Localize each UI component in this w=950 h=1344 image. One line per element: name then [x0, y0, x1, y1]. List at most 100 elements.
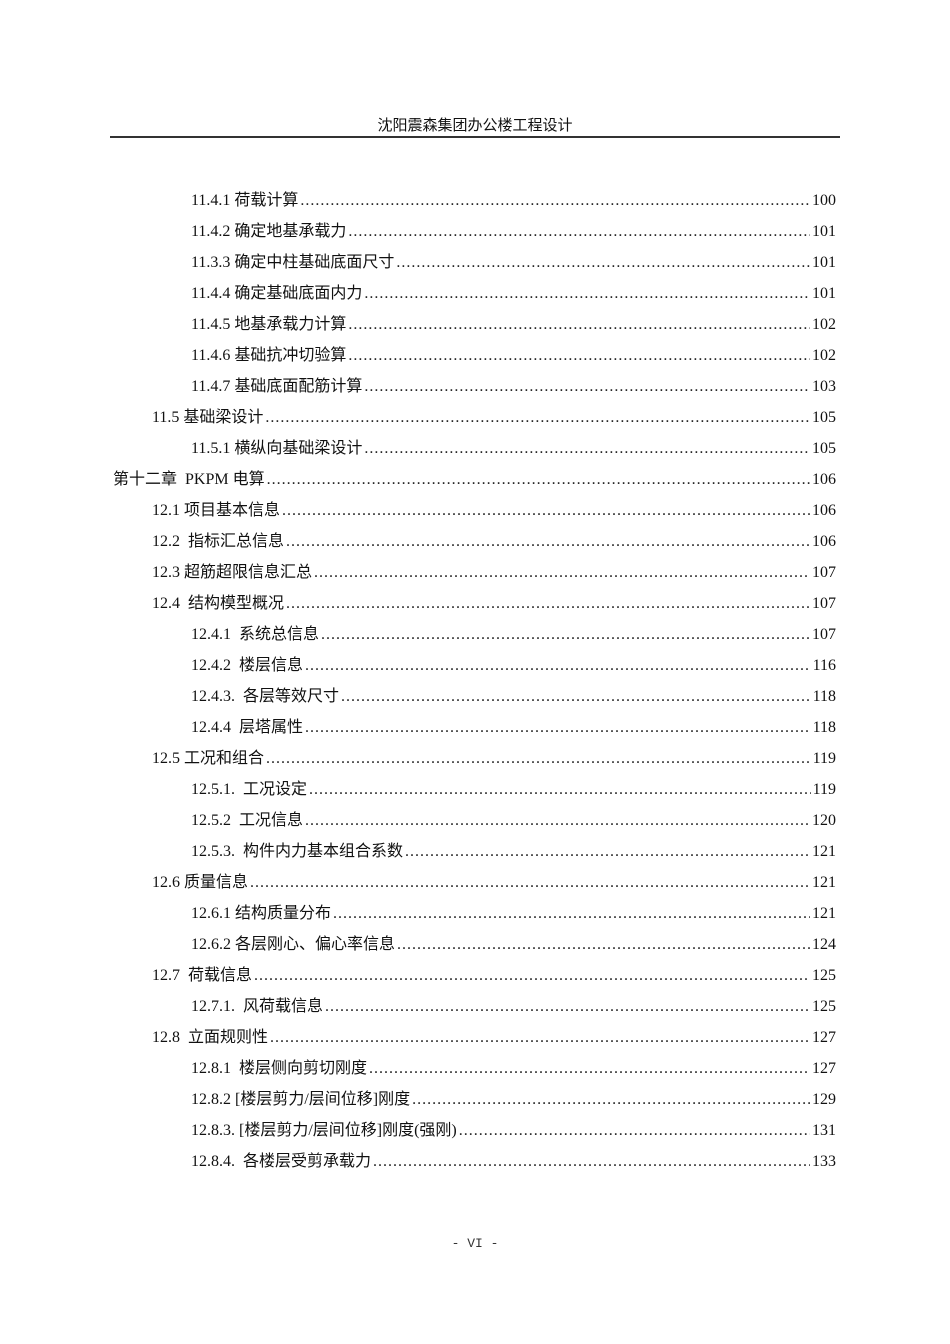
toc-entry-title: 11.5 基础梁设计: [152, 409, 264, 426]
toc-entry[interactable]: 12.6 质量信息 121: [152, 868, 836, 892]
dot-leader: [254, 967, 810, 985]
toc-entry[interactable]: 12.3 超筋超限信息汇总 107: [152, 558, 836, 582]
dot-leader: [364, 285, 810, 303]
dot-leader: [348, 316, 810, 334]
toc-entry[interactable]: 12.4.4 层塔属性 118: [191, 713, 836, 737]
toc-entry-page: 116: [812, 657, 836, 674]
toc-entry[interactable]: 11.5.1 横纵向基础梁设计 105: [191, 434, 836, 458]
toc-entry[interactable]: 12.4.3. 各层等效尺寸 118: [191, 682, 836, 706]
toc-entry-title: 12.8.4. 各楼层受剪承载力: [191, 1153, 372, 1170]
toc-entry-page: 101: [812, 223, 836, 240]
toc-entry-title: 第十二章 PKPM 电算: [113, 471, 265, 488]
toc-entry[interactable]: 12.5.2 工况信息 120: [191, 806, 836, 830]
toc-entry[interactable]: 12.4.2 楼层信息 116: [191, 651, 836, 675]
toc-entry-page: 125: [812, 998, 836, 1015]
toc-entry-page: 118: [812, 719, 836, 736]
toc-entry-title: 12.4.1 系统总信息: [191, 626, 320, 643]
toc-entry-title: 12.5.3. 构件内力基本组合系数: [191, 843, 404, 860]
dot-leader: [348, 223, 810, 241]
toc-entry-page: 102: [812, 347, 836, 364]
toc-entry-page: 133: [812, 1153, 836, 1170]
toc-entry[interactable]: 11.4.4 确定基础底面内力 101: [191, 279, 836, 303]
toc-entry[interactable]: 第十二章 PKPM 电算 106: [113, 465, 836, 489]
dot-leader: [270, 1029, 810, 1047]
toc-entry[interactable]: 12.6.2 各层刚心、偏心率信息 124: [191, 930, 836, 954]
toc-entry-title: 12.8.1 楼层侧向剪切刚度: [191, 1060, 368, 1077]
toc-entry-page: 121: [812, 905, 836, 922]
toc-entry-page: 124: [812, 936, 836, 953]
toc-entry-title: 12.1 项目基本信息: [152, 502, 281, 519]
toc-entry-title: 12.4.4 层塔属性: [191, 719, 304, 736]
dot-leader: [405, 843, 810, 861]
toc-entry[interactable]: 11.4.1 荷载计算 100: [191, 186, 836, 210]
toc-entry-title: 11.3.3 确定中柱基础底面尺寸: [191, 254, 395, 271]
toc-entry-page: 119: [812, 750, 836, 767]
toc-entry[interactable]: 12.7 荷载信息 125: [152, 961, 836, 985]
dot-leader: [396, 254, 810, 272]
toc-entry[interactable]: 12.8.3. [楼层剪力/层间位移]刚度(强刚) 131: [191, 1116, 836, 1140]
toc-entry-title: 12.5 工况和组合: [152, 750, 265, 767]
toc-entry-page: 119: [812, 781, 836, 798]
dot-leader: [364, 440, 810, 458]
dot-leader: [305, 657, 811, 675]
toc-entry-title: 12.8.2 [楼层剪力/层间位移]刚度: [191, 1091, 411, 1108]
dot-leader: [341, 688, 811, 706]
toc-entry-title: 12.5.1. 工况设定: [191, 781, 308, 798]
toc-entry-title: 12.8.3. [楼层剪力/层间位移]刚度(强刚): [191, 1122, 457, 1139]
dot-leader: [305, 719, 811, 737]
toc-entry[interactable]: 11.4.7 基础底面配筋计算 103: [191, 372, 836, 396]
toc-entry-title: 12.7 荷载信息: [152, 967, 253, 984]
toc-entry[interactable]: 12.5.3. 构件内力基本组合系数 121: [191, 837, 836, 861]
toc-entry-title: 11.4.2 确定地基承载力: [191, 223, 347, 240]
toc-entry-page: 105: [812, 409, 836, 426]
toc-entry-page: 103: [812, 378, 836, 395]
dot-leader: [282, 502, 810, 520]
toc-entry-title: 11.4.1 荷载计算: [191, 192, 299, 209]
toc-entry-title: 11.4.4 确定基础底面内力: [191, 285, 363, 302]
toc-entry-title: 12.4 结构模型概况: [152, 595, 285, 612]
toc-entry-page: 121: [812, 874, 836, 891]
toc-entry-page: 106: [812, 471, 836, 488]
toc-entry[interactable]: 12.8.2 [楼层剪力/层间位移]刚度 129: [191, 1085, 836, 1109]
toc-entry[interactable]: 12.7.1. 风荷载信息 125: [191, 992, 836, 1016]
toc-entry[interactable]: 12.6.1 结构质量分布 121: [191, 899, 836, 923]
toc-entry[interactable]: 12.5 工况和组合 119: [152, 744, 836, 768]
toc-entry-title: 12.7.1. 风荷载信息: [191, 998, 324, 1015]
toc-entry-page: 106: [812, 502, 836, 519]
toc-entry[interactable]: 12.4 结构模型概况 107: [152, 589, 836, 613]
toc-entry[interactable]: 12.4.1 系统总信息 107: [191, 620, 836, 644]
dot-leader: [286, 533, 810, 551]
toc-entry-page: 107: [812, 595, 836, 612]
toc-entry-page: 127: [812, 1060, 836, 1077]
dot-leader: [412, 1091, 810, 1109]
toc-entry-title: 12.5.2 工况信息: [191, 812, 304, 829]
dot-leader: [286, 595, 810, 613]
dot-leader: [300, 192, 810, 210]
toc-entry[interactable]: 12.2 指标汇总信息 106: [152, 527, 836, 551]
dot-leader: [321, 626, 810, 644]
toc-entry[interactable]: 12.8.1 楼层侧向剪切刚度 127: [191, 1054, 836, 1078]
toc-entry[interactable]: 11.4.5 地基承载力计算 102: [191, 310, 836, 334]
toc-entry-title: 12.6 质量信息: [152, 874, 249, 891]
toc-entry[interactable]: 11.3.3 确定中柱基础底面尺寸 101: [191, 248, 836, 272]
dot-leader: [369, 1060, 810, 1078]
dot-leader: [266, 750, 811, 768]
dot-leader: [267, 471, 810, 489]
toc-entry[interactable]: 12.8 立面规则性 127: [152, 1023, 836, 1047]
header-rule: [110, 136, 840, 138]
toc-entry-page: 125: [812, 967, 836, 984]
toc-entry-page: 101: [812, 285, 836, 302]
toc-entry[interactable]: 11.4.2 确定地基承载力 101: [191, 217, 836, 241]
toc-entry[interactable]: 12.5.1. 工况设定 119: [191, 775, 836, 799]
toc-entry-page: 131: [812, 1122, 836, 1139]
dot-leader: [325, 998, 810, 1016]
toc-entry-page: 100: [812, 192, 836, 209]
toc-entry[interactable]: 12.8.4. 各楼层受剪承载力 133: [191, 1147, 836, 1171]
toc-entry-page: 101: [812, 254, 836, 271]
toc-entry[interactable]: 11.4.6 基础抗冲切验算 102: [191, 341, 836, 365]
dot-leader: [459, 1122, 810, 1140]
toc-entry-title: 12.6.2 各层刚心、偏心率信息: [191, 936, 396, 953]
toc-entry-page: 105: [812, 440, 836, 457]
toc-entry[interactable]: 11.5 基础梁设计 105: [152, 403, 836, 427]
toc-entry[interactable]: 12.1 项目基本信息 106: [152, 496, 836, 520]
